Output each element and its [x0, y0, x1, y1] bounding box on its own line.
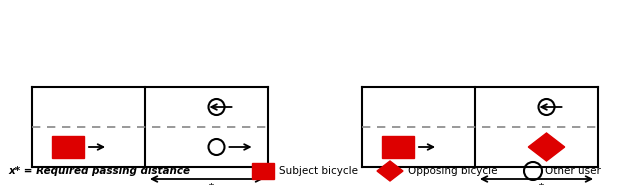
Text: x* = Required passing distance: x* = Required passing distance — [8, 166, 190, 176]
Text: $\leftarrow$ x*$\rightarrow$: $\leftarrow$ x*$\rightarrow$ — [517, 181, 556, 185]
Text: Other user: Other user — [545, 166, 601, 176]
Polygon shape — [377, 161, 403, 181]
Text: Subject bicycle: Subject bicycle — [279, 166, 358, 176]
Bar — [52, 136, 84, 158]
Text: Opposing bicycle: Opposing bicycle — [408, 166, 498, 176]
Polygon shape — [529, 133, 564, 161]
Bar — [382, 136, 414, 158]
Bar — [252, 163, 274, 179]
Text: $\leftarrow$ x*$\rightarrow$: $\leftarrow$ x*$\rightarrow$ — [187, 181, 226, 185]
